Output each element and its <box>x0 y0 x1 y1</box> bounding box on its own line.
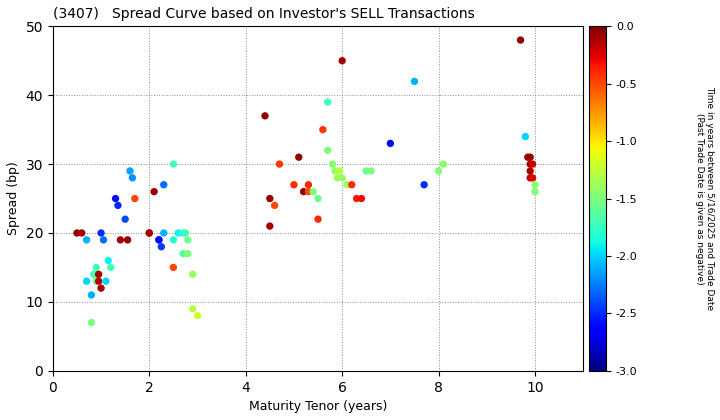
Y-axis label: Spread (bp): Spread (bp) <box>7 162 20 235</box>
Point <box>307 188 319 195</box>
Text: (3407)   Spread Curve based on Investor's SELL Transactions: (3407) Spread Curve based on Investor's … <box>53 7 474 21</box>
Point <box>168 161 179 168</box>
Point <box>127 174 138 181</box>
Point <box>153 236 165 243</box>
Point <box>114 236 126 243</box>
Point <box>143 230 155 236</box>
Point <box>327 161 338 168</box>
Point <box>351 195 362 202</box>
Point <box>515 37 526 43</box>
Point <box>438 161 449 168</box>
Point <box>177 250 189 257</box>
Point <box>346 181 358 188</box>
Point <box>109 195 121 202</box>
Point <box>177 230 189 236</box>
Point <box>433 168 444 174</box>
Point <box>187 271 199 278</box>
Point <box>524 154 536 160</box>
Point <box>102 257 114 264</box>
Point <box>192 312 203 319</box>
Point <box>168 236 179 243</box>
Point <box>148 188 160 195</box>
Point <box>95 285 107 291</box>
Point <box>418 181 430 188</box>
Point <box>524 174 536 181</box>
Point <box>98 236 109 243</box>
Point <box>182 250 194 257</box>
Point <box>91 271 102 278</box>
Point <box>322 99 333 105</box>
Point <box>122 236 133 243</box>
Point <box>527 174 539 181</box>
Point <box>71 230 83 236</box>
Point <box>105 264 117 271</box>
Point <box>173 230 184 236</box>
Point <box>302 181 314 188</box>
Point <box>298 188 310 195</box>
Point <box>76 230 88 236</box>
Point <box>100 278 112 285</box>
Point <box>522 154 534 160</box>
Point <box>187 305 199 312</box>
Point <box>274 161 285 168</box>
Point <box>182 236 194 243</box>
Point <box>356 195 367 202</box>
Point <box>527 161 539 168</box>
Point <box>259 113 271 119</box>
Point <box>81 236 92 243</box>
Point <box>336 174 348 181</box>
Point <box>312 195 324 202</box>
Y-axis label: Time in years between 5/16/2025 and Trade Date
(Past Trade Date is given as nega: Time in years between 5/16/2025 and Trad… <box>695 87 714 311</box>
Point <box>158 230 169 236</box>
Point <box>341 181 353 188</box>
Point <box>293 154 305 160</box>
Point <box>88 271 99 278</box>
Point <box>524 168 536 174</box>
Point <box>288 181 300 188</box>
Point <box>93 278 104 285</box>
Point <box>409 78 420 85</box>
Point <box>156 244 167 250</box>
Point <box>158 181 169 188</box>
Point <box>336 58 348 64</box>
Point <box>361 168 372 174</box>
Point <box>317 126 328 133</box>
Point <box>86 291 97 298</box>
Point <box>529 181 541 188</box>
Point <box>384 140 396 147</box>
Point <box>322 147 333 154</box>
Point <box>264 223 276 229</box>
Point <box>365 168 377 174</box>
Point <box>269 202 280 209</box>
Point <box>93 271 104 278</box>
Point <box>264 195 276 202</box>
X-axis label: Maturity Tenor (years): Maturity Tenor (years) <box>249 400 387 413</box>
Point <box>329 168 341 174</box>
Point <box>120 216 131 223</box>
Point <box>524 161 536 168</box>
Point <box>91 278 102 285</box>
Point <box>125 168 136 174</box>
Point <box>95 230 107 236</box>
Point <box>168 264 179 271</box>
Point <box>312 216 324 223</box>
Point <box>86 319 97 326</box>
Point <box>153 236 165 243</box>
Point <box>180 230 192 236</box>
Point <box>129 195 140 202</box>
Point <box>91 264 102 271</box>
Point <box>332 174 343 181</box>
Point <box>334 168 346 174</box>
Point <box>520 133 531 140</box>
Point <box>302 188 314 195</box>
Point <box>81 278 92 285</box>
Point <box>529 188 541 195</box>
Point <box>143 230 155 236</box>
Point <box>112 202 124 209</box>
